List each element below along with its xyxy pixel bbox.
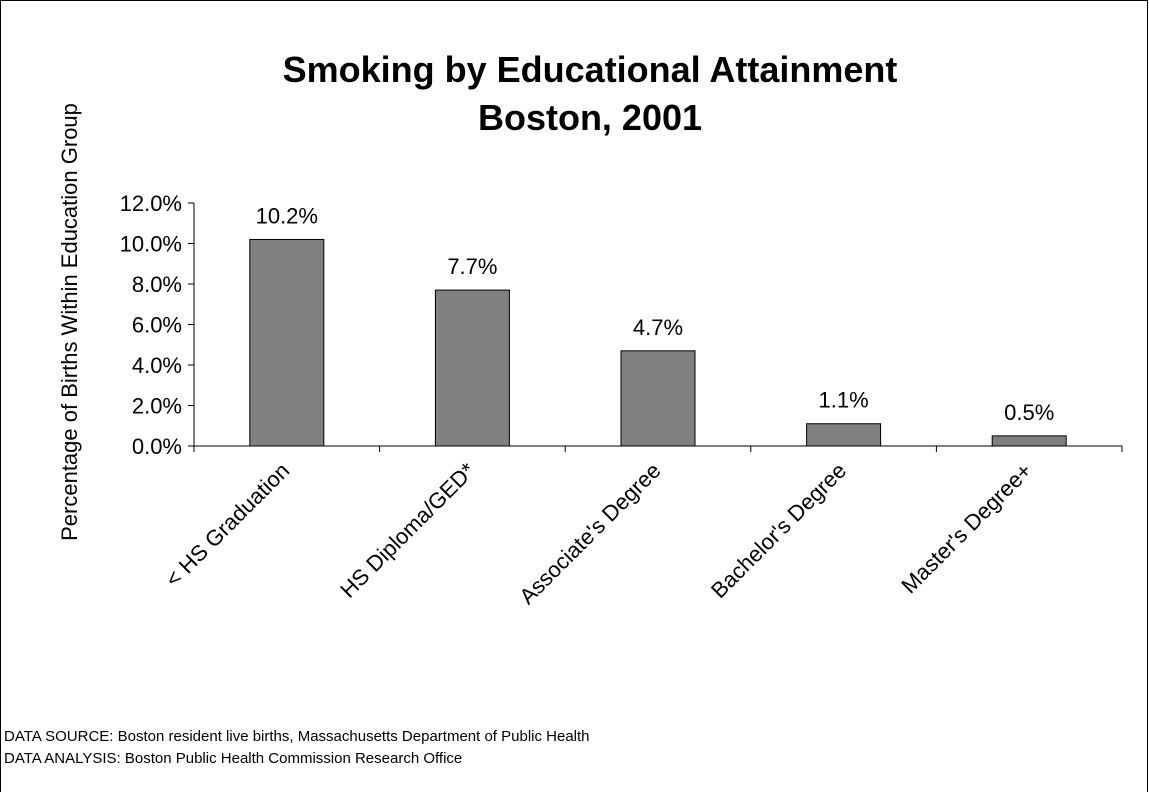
y-tick-label: 6.0% <box>132 313 182 338</box>
y-tick-label: 8.0% <box>132 272 182 297</box>
bar <box>249 238 325 447</box>
data-label: 7.7% <box>447 254 497 279</box>
x-tick-label: HS Diploma/GED* <box>335 458 480 603</box>
data-label: 0.5% <box>1004 400 1054 425</box>
chart-title-line-2: Boston, 2001 <box>478 97 702 138</box>
data-label: 10.2% <box>256 203 318 228</box>
data-label: 4.7% <box>633 315 683 340</box>
y-tick-label: 4.0% <box>132 353 182 378</box>
y-tick-label: 12.0% <box>120 191 182 216</box>
data-label: 1.1% <box>819 388 869 413</box>
x-tick-label: Master's Degree+ <box>896 458 1036 598</box>
bar <box>806 423 882 447</box>
plot-area: 0.0% 2.0% 4.0% 6.0% 8.0% 10.0% 12.0% 10.2% 7.7% 4… <box>120 191 1123 609</box>
chart-title-line-1: Smoking by Educational Attainment <box>283 49 898 90</box>
bar <box>991 435 1067 447</box>
bar <box>620 350 696 447</box>
y-axis-label: Percentage of Births Within Education Gr… <box>57 103 82 541</box>
x-tick-label: < HS Graduation <box>160 458 294 592</box>
y-tick-label: 2.0% <box>132 394 182 419</box>
data-source-note: DATA SOURCE: Boston resident live births… <box>4 728 590 745</box>
x-tick-label: Bachelor's Degree <box>706 458 851 603</box>
y-tick-label: 0.0% <box>132 434 182 459</box>
y-tick-label: 10.0% <box>120 232 182 257</box>
bar <box>434 289 510 447</box>
x-tick-label: Associate's Degree <box>514 458 665 609</box>
data-analysis-note: DATA ANALYSIS: Boston Public Health Comm… <box>4 750 463 767</box>
